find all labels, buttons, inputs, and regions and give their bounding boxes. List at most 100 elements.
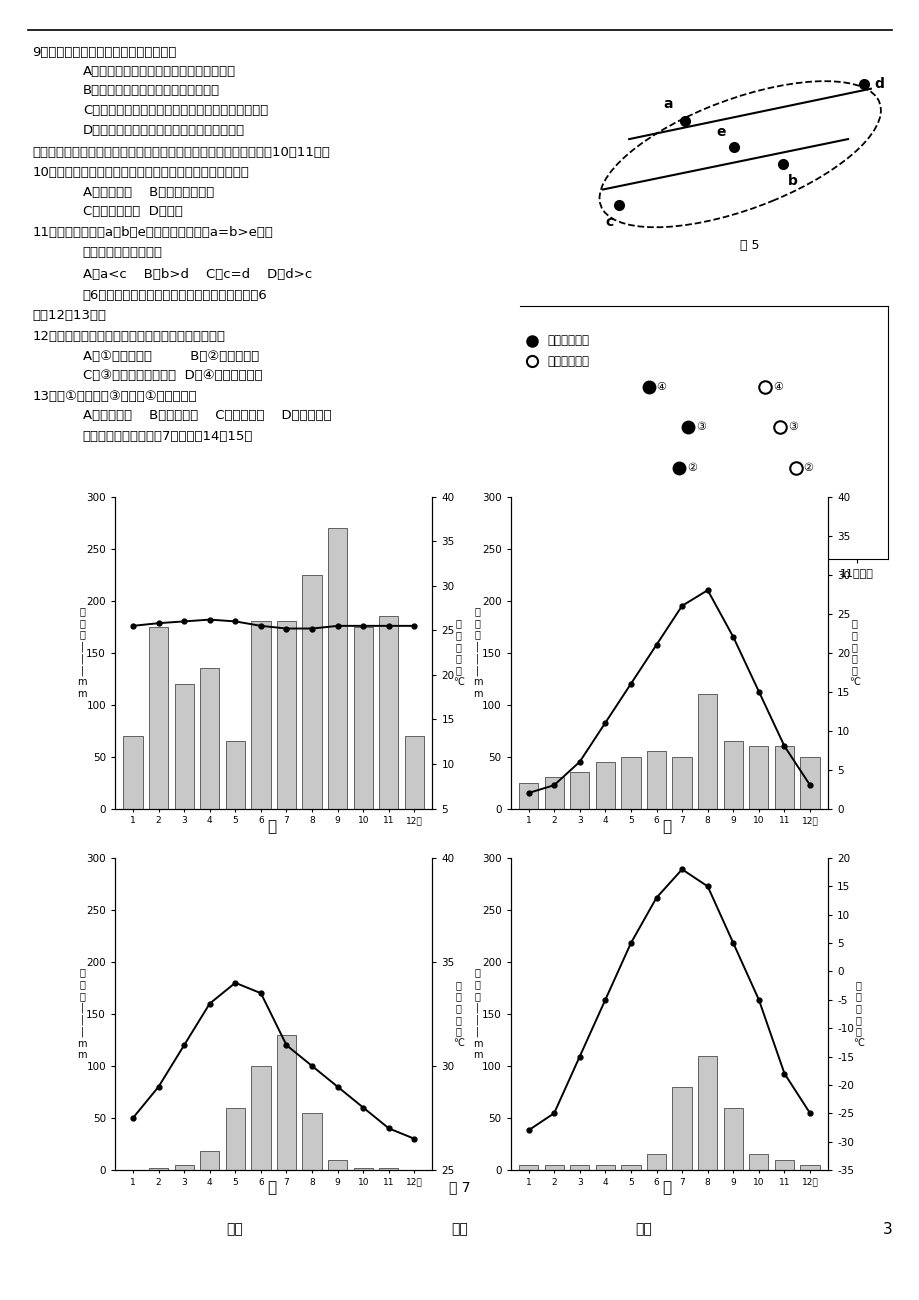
- Bar: [570, 772, 589, 809]
- Bar: [302, 1113, 322, 1170]
- Bar: [698, 1056, 717, 1170]
- Text: 12．若四地为我国的四大平原，则下列对应正确的是: 12．若四地为我国的四大平原，则下列对应正确的是: [32, 330, 225, 343]
- Bar: [544, 1165, 563, 1170]
- Text: 冬季开始日期: 冬季开始日期: [547, 355, 589, 368]
- Y-axis label: 降
雨
量
|
|
|
m
m: 降 雨 量 | | | m m: [77, 967, 86, 1061]
- Text: 甲: 甲: [267, 819, 276, 835]
- Bar: [620, 1165, 640, 1170]
- Y-axis label: 平
均
气
温
：
℃: 平 均 气 温 ： ℃: [453, 980, 464, 1048]
- Text: B．沙尘过境时，气压较低，风力较弱: B．沙尘过境时，气压较低，风力较弱: [83, 84, 220, 98]
- Text: 3: 3: [881, 1222, 891, 1238]
- Text: A．a<c    B．b>d    C．c=d    D．d>c: A．a<c B．b>d C．c=d D．d>c: [83, 268, 312, 281]
- Bar: [518, 1165, 538, 1170]
- Text: 9．关于此次沙尘天气的说法，正确的是: 9．关于此次沙尘天气的说法，正确的是: [32, 46, 176, 58]
- Y-axis label: 平
均
气
温
：
℃: 平 均 气 温 ： ℃: [453, 619, 464, 686]
- Text: 冬季结束日期: 冬季结束日期: [547, 334, 589, 347]
- Bar: [646, 751, 665, 809]
- Text: ②: ②: [802, 463, 812, 473]
- Bar: [328, 528, 346, 809]
- Text: C．连续性降水  D．狂风: C．连续性降水 D．狂风: [83, 205, 183, 218]
- Bar: [379, 616, 398, 809]
- Bar: [570, 1165, 589, 1170]
- Bar: [723, 741, 742, 809]
- Text: A．四川盆地    B．青藏高原    C．东南丘陵    D．华北平原: A．四川盆地 B．青藏高原 C．东南丘陵 D．华北平原: [83, 410, 331, 422]
- Text: b: b: [787, 174, 797, 188]
- Text: ①: ①: [818, 503, 828, 514]
- Bar: [353, 627, 372, 809]
- Text: A．沙尘到来前，气压升高，风力持续增强: A．沙尘到来前，气压升高，风力持续增强: [83, 65, 235, 78]
- Text: A．天气转晴    B．气温剧烈下降: A．天气转晴 B．气温剧烈下降: [83, 186, 214, 199]
- Y-axis label: 平
均
气
温
：
℃: 平 均 气 温 ： ℃: [848, 619, 859, 686]
- Bar: [748, 746, 767, 809]
- Y-axis label: 降
雨
量
|
|
|
m
m: 降 雨 量 | | | m m: [472, 606, 482, 699]
- Bar: [646, 1154, 665, 1170]
- Bar: [672, 757, 691, 809]
- Text: ①: ①: [674, 503, 684, 514]
- Bar: [518, 783, 538, 809]
- Text: 专心: 专心: [635, 1222, 652, 1236]
- Y-axis label: 平
均
气
温
：
℃: 平 均 气 温 ： ℃: [852, 980, 863, 1048]
- Bar: [200, 1152, 219, 1170]
- Text: 11．若该锋线两侧a、b、e三点的气压对比是a=b>e，则: 11．若该锋线两侧a、b、e三点的气压对比是a=b>e，则: [32, 226, 273, 239]
- Text: A．①一华北平原         B．②一东北平原: A．①一华北平原 B．②一东北平原: [83, 350, 259, 363]
- Text: ②: ②: [686, 463, 697, 473]
- Text: 图中实线为锋线且正向西北方向移动，虚线范围内为雨区。读图回答10－11题。: 图中实线为锋线且正向西北方向移动，虚线范围内为雨区。读图回答10－11题。: [32, 146, 330, 159]
- Text: 丁: 丁: [662, 1180, 671, 1196]
- Text: 13．若①的纬度比③低，则①最可能位于: 13．若①的纬度比③低，则①最可能位于: [32, 390, 197, 403]
- Y-axis label: 降
雨
量
|
|
|
m
m: 降 雨 量 | | | m m: [472, 967, 482, 1061]
- Text: D．风速最高的时刻是该地能见度最好的时刻: D．风速最高的时刻是该地能见度最好的时刻: [83, 124, 244, 136]
- Text: 回答12－13题。: 回答12－13题。: [32, 309, 106, 322]
- Bar: [302, 575, 322, 809]
- Bar: [277, 1035, 296, 1170]
- Text: 图 6: 图 6: [693, 604, 713, 617]
- Text: ④: ④: [655, 382, 665, 391]
- Bar: [748, 1154, 767, 1170]
- Text: 用心: 用心: [226, 1222, 243, 1236]
- Text: 爱心: 爱心: [451, 1222, 468, 1236]
- Bar: [225, 741, 244, 809]
- Bar: [149, 1167, 168, 1170]
- Text: 图6为我国四地冬季开始和结束日期资料图。读图6: 图6为我国四地冬季开始和结束日期资料图。读图6: [83, 289, 267, 302]
- Text: 下列气压对比正确的是: 下列气压对比正确的是: [83, 246, 163, 259]
- Text: a: a: [663, 98, 673, 112]
- Text: C．沙尘天气过程中，气压与能见度呈明显的负相关: C．沙尘天气过程中，气压与能见度呈明显的负相关: [83, 104, 267, 117]
- Bar: [800, 1165, 819, 1170]
- Bar: [596, 762, 614, 809]
- Bar: [149, 627, 168, 809]
- Bar: [596, 1165, 614, 1170]
- Bar: [698, 694, 717, 809]
- Bar: [672, 1087, 691, 1170]
- Y-axis label: 降
雨
量
|
|
|
m
m: 降 雨 量 | | | m m: [77, 606, 86, 699]
- Text: C．③一长江中下游平原  D．④一珠江三角洲: C．③一长江中下游平原 D．④一珠江三角洲: [83, 369, 262, 382]
- Bar: [353, 1167, 372, 1170]
- Bar: [251, 1066, 270, 1170]
- Bar: [175, 684, 194, 809]
- Text: 图 5: 图 5: [740, 239, 759, 252]
- Bar: [774, 1160, 793, 1170]
- Bar: [175, 1165, 194, 1170]
- Text: 乙: 乙: [662, 819, 671, 835]
- Bar: [379, 1167, 398, 1170]
- Text: d: d: [873, 77, 883, 91]
- Text: 读四地气候统计图（图7），回答14－15题: 读四地气候统计图（图7），回答14－15题: [83, 430, 253, 443]
- Bar: [328, 1160, 346, 1170]
- Text: ④: ④: [772, 382, 782, 391]
- Bar: [800, 757, 819, 809]
- Text: 10．下列关于该天气系统过境时天气状况的描述，正确的是: 10．下列关于该天气系统过境时天气状况的描述，正确的是: [32, 166, 249, 179]
- Bar: [225, 1108, 244, 1170]
- Text: e: e: [715, 125, 724, 139]
- Bar: [200, 668, 219, 809]
- Bar: [620, 757, 640, 809]
- Text: ③: ③: [788, 422, 798, 432]
- Bar: [251, 621, 270, 809]
- Bar: [723, 1108, 742, 1170]
- Bar: [774, 746, 793, 809]
- Bar: [277, 621, 296, 809]
- Text: ③: ③: [696, 422, 706, 432]
- Text: 丙: 丙: [267, 1180, 276, 1196]
- Bar: [123, 736, 142, 809]
- Text: 图 7: 图 7: [448, 1180, 471, 1195]
- Bar: [544, 777, 563, 809]
- Bar: [404, 736, 424, 809]
- Text: c: c: [605, 214, 613, 229]
